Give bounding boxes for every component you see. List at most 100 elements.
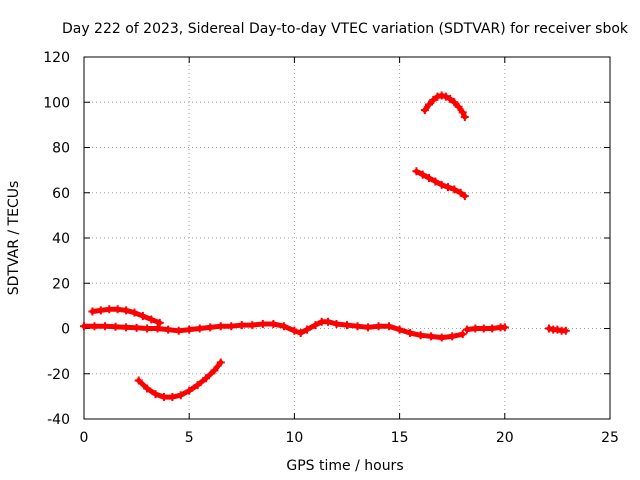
data-point — [122, 306, 131, 315]
data-point — [155, 318, 164, 327]
data-point — [374, 322, 383, 331]
data-point — [437, 333, 446, 342]
data-point — [101, 322, 110, 331]
data-point — [412, 167, 421, 176]
grid — [84, 57, 610, 419]
data-point — [406, 329, 415, 338]
data-point — [130, 308, 139, 317]
data-point — [296, 329, 305, 338]
data-point — [210, 366, 219, 375]
data-point — [105, 305, 114, 314]
x-tick-label: 10 — [285, 430, 303, 446]
x-tick-label: 25 — [601, 430, 619, 446]
chart-title: Day 222 of 2023, Sidereal Day-to-day VTE… — [62, 21, 629, 37]
data-point — [216, 358, 225, 367]
data-point — [448, 332, 457, 341]
data-point — [385, 322, 394, 331]
data-point — [90, 322, 99, 331]
data-point — [279, 322, 288, 331]
x-axis-label: GPS time / hours — [286, 458, 403, 474]
data-point — [458, 108, 467, 117]
data-point — [122, 323, 131, 332]
series-line — [136, 359, 224, 400]
data-point — [143, 324, 152, 333]
data-point — [96, 306, 105, 315]
data-point — [151, 390, 160, 399]
data-point — [431, 177, 440, 186]
series-arc-top — [420, 91, 469, 121]
data-point — [113, 305, 122, 314]
data-point — [332, 319, 341, 328]
axis-ticks: 0 5 10 15 20 25 -40 -20 0 20 40 60 80 100 120 — [43, 50, 619, 446]
data-point — [456, 188, 465, 197]
data-point — [450, 185, 459, 194]
data-point — [460, 192, 469, 201]
data-point — [425, 100, 434, 109]
data-point — [488, 324, 497, 333]
data-point — [176, 391, 185, 400]
data-point — [462, 325, 471, 334]
data-point — [324, 317, 333, 326]
data-point — [443, 183, 452, 192]
series-baseline-early — [80, 317, 467, 342]
data-point — [460, 112, 469, 121]
data-point — [303, 325, 312, 334]
data-point — [206, 323, 215, 332]
data-point — [134, 376, 143, 385]
data-point — [429, 95, 438, 104]
data-point — [433, 92, 442, 101]
data-series — [80, 91, 570, 402]
data-point — [195, 324, 204, 333]
data-point — [441, 92, 450, 101]
data-point — [237, 321, 246, 330]
data-point — [248, 321, 257, 330]
data-point — [269, 319, 278, 328]
data-point — [395, 325, 404, 334]
data-point — [138, 312, 147, 321]
data-point — [364, 323, 373, 332]
data-point — [111, 322, 120, 331]
data-point — [311, 321, 320, 330]
data-point — [80, 322, 88, 331]
data-point — [353, 322, 362, 331]
data-point — [164, 325, 173, 334]
data-point — [450, 98, 459, 107]
data-point — [174, 326, 183, 335]
data-point — [193, 381, 202, 390]
data-point — [290, 326, 299, 335]
series-arc-mid — [412, 167, 469, 201]
data-point — [437, 180, 446, 189]
y-tick-label: -40 — [47, 412, 70, 428]
y-tick-label: 20 — [52, 276, 70, 292]
y-tick-label: 80 — [52, 141, 70, 157]
data-point — [544, 324, 553, 333]
data-point — [479, 324, 488, 333]
plot-frame — [83, 56, 611, 420]
data-point — [143, 384, 152, 393]
data-point — [471, 324, 480, 333]
data-point — [153, 324, 162, 333]
x-tick-label: 5 — [185, 430, 194, 446]
data-point — [458, 330, 467, 339]
y-tick-label: 100 — [43, 95, 70, 111]
series-arc-positive — [88, 305, 164, 327]
series-arc-negative — [134, 358, 225, 402]
series-baseline-end — [544, 324, 570, 335]
y-axis-label: SDTVAR / TECUs — [6, 181, 22, 296]
data-point — [420, 106, 429, 115]
y-tick-label: 40 — [52, 231, 70, 247]
data-point — [168, 393, 177, 402]
x-tick-label: 20 — [496, 430, 514, 446]
y-tick-label: 120 — [43, 50, 70, 66]
y-tick-label: 60 — [52, 186, 70, 202]
data-point — [418, 170, 427, 179]
data-point — [343, 321, 351, 330]
data-point — [416, 331, 425, 340]
x-tick-label: 15 — [391, 430, 409, 446]
data-point — [454, 102, 463, 111]
data-point — [185, 325, 194, 334]
data-point — [446, 94, 455, 103]
data-point — [437, 91, 446, 100]
data-point — [147, 315, 156, 324]
